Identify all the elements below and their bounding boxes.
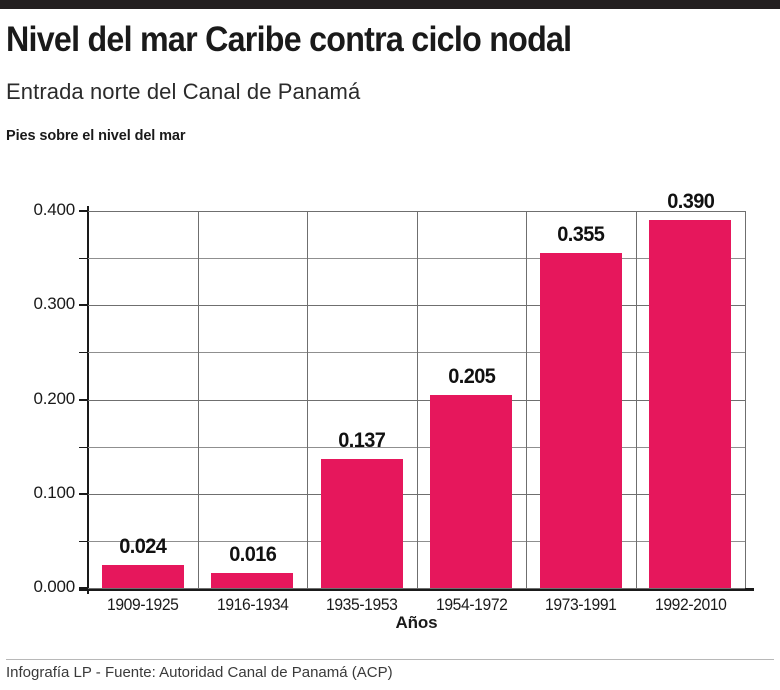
y-tick-minor: [79, 446, 88, 448]
bar-value-label: 0.355: [557, 223, 605, 247]
bar[interactable]: [649, 220, 732, 588]
gridline-major: [88, 211, 745, 212]
plot-right-edge: [745, 211, 746, 588]
y-tick-major: [79, 398, 88, 401]
gridline-minor: [88, 540, 745, 542]
gridline-vertical: [198, 211, 199, 588]
page-title: Nivel del mar Caribe contra ciclo nodal: [6, 20, 572, 59]
gridline-vertical: [307, 211, 308, 588]
y-axis-tick-label: 0.400: [33, 200, 75, 220]
y-tick-minor: [79, 258, 88, 260]
gridline-major: [88, 305, 745, 307]
bar-value-label: 0.016: [228, 542, 277, 566]
bar-value-label: 0.390: [666, 190, 715, 214]
gridline-major: [88, 493, 745, 495]
bar-chart: 0.000 0.100 0.200 0.300 0.400 0.024 1909-1925 0…: [0, 190, 780, 650]
footer-credit: Infografía LP - Fuente: Autoridad Canal …: [6, 664, 393, 681]
gridline-minor: [88, 258, 745, 260]
gridline-vertical: [526, 211, 527, 588]
y-tick-minor: [79, 352, 88, 354]
gridline-major: [88, 588, 745, 589]
x-axis-tick-label: 1973-1991: [544, 596, 617, 614]
footer-divider: [6, 659, 774, 660]
y-tick-major: [79, 587, 88, 589]
x-axis-tick-label: 1935-1953: [325, 596, 398, 614]
x-axis-tick-label: 1909-1925: [106, 596, 179, 614]
bar[interactable]: [539, 253, 622, 588]
x-axis-tick-label: 1916-1934: [216, 596, 289, 614]
page-subtitle: Entrada norte del Canal de Panamá: [6, 79, 361, 104]
y-axis-tick-label: 0.100: [33, 482, 75, 502]
y-tick-major: [79, 210, 88, 212]
gridline-minor: [88, 352, 745, 354]
bar[interactable]: [101, 565, 184, 588]
x-axis-title: Años: [395, 613, 438, 632]
bar[interactable]: [430, 394, 513, 588]
plot-area: 0.000 0.100 0.200 0.300 0.400 0.024 1909-1925 0…: [33, 190, 754, 614]
gridline-major: [88, 399, 745, 401]
y-axis-tick-label: 0.200: [33, 388, 75, 408]
x-axis-tick-label: 1954-1972: [435, 596, 508, 614]
gridline-minor: [88, 446, 745, 448]
gridline-vertical: [417, 211, 418, 588]
y-axis-tick-label: 0.000: [33, 577, 75, 597]
y-tick-major: [79, 304, 88, 307]
y-tick-major: [79, 492, 88, 495]
y-tick-minor: [79, 540, 88, 542]
chart-header: Nivel del mar Caribe contra ciclo nodal …: [6, 20, 774, 145]
x-axis-tick-label: 1992-2010: [654, 596, 727, 614]
bar-value-label: 0.205: [447, 364, 496, 388]
top-accent-bar: [0, 0, 780, 9]
bar-value-label: 0.137: [338, 428, 386, 452]
bar-value-label: 0.024: [119, 535, 167, 559]
x-axis-line: [79, 588, 754, 591]
y-axis-caption: Pies sobre el nivel del mar: [6, 128, 186, 144]
gridline-vertical: [636, 211, 637, 588]
y-axis-tick-label: 0.300: [33, 294, 75, 314]
bar[interactable]: [320, 458, 403, 588]
bar[interactable]: [211, 572, 294, 588]
